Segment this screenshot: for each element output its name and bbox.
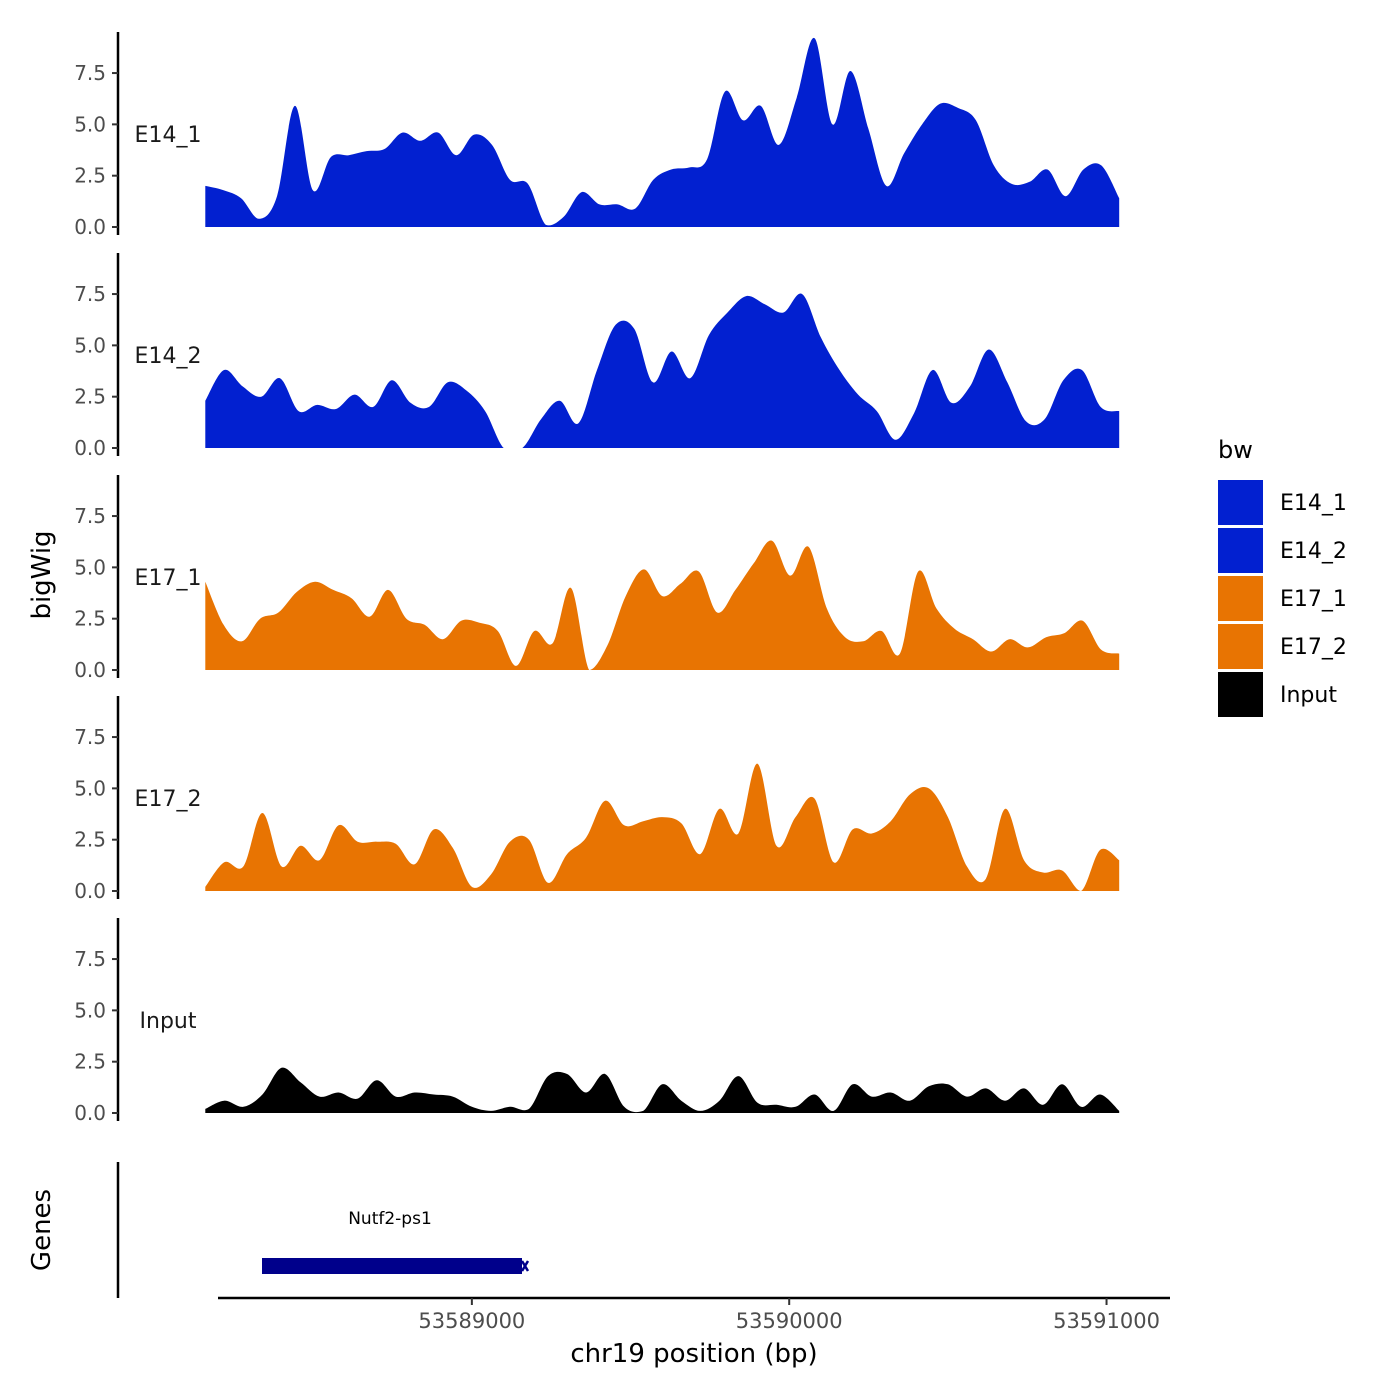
y-tick-label: 7.5: [74, 61, 106, 85]
y-tick-label: 2.5: [74, 1050, 106, 1074]
y-tick-label: 5.0: [74, 776, 106, 800]
gene-nutf2-ps1: Nutf2-ps1: [262, 1209, 530, 1274]
y-tick-label: 5.0: [74, 333, 106, 357]
gene-start-marker: [262, 1260, 267, 1272]
y-tick-label: 0.0: [74, 658, 106, 682]
genes-panel: Nutf2-ps1: [116, 1162, 530, 1298]
y-tick-label: 5.0: [74, 112, 106, 136]
track-e17-2: 0.0 2.5 5.0 7.5 E17_2: [74, 696, 1120, 903]
y-tick-label: 2.5: [74, 828, 106, 852]
x-axis-title: chr19 position (bp): [570, 1339, 817, 1369]
track-panels: 0.0 2.5 5.0 7.5 E14_1 0.0 2.5 5.0 7.5 E14_2 0.0 2.5…: [74, 32, 1120, 1125]
x-tick-label: 53590000: [736, 1309, 843, 1333]
legend-item-input: Input: [1218, 672, 1337, 717]
y-tick-label: 0.0: [74, 215, 106, 239]
y-tick-label: 2.5: [74, 607, 106, 631]
legend-item-e14-2: E14_2: [1218, 528, 1347, 573]
y-tick-label: 0.0: [74, 1101, 106, 1125]
legend-item-e17-2: E17_2: [1218, 624, 1347, 669]
legend-swatch: [1218, 480, 1263, 525]
track-label: E14_2: [135, 344, 202, 369]
x-tick-label: 53589000: [418, 1309, 525, 1333]
track-e17-1: 0.0 2.5 5.0 7.5 E17_1: [74, 475, 1120, 682]
legend-label: E17_2: [1280, 635, 1347, 660]
legend-swatch: [1218, 576, 1263, 621]
coverage-area-e17-2: [205, 763, 1120, 891]
coverage-area-input: [205, 1067, 1120, 1113]
gene-body: [262, 1258, 522, 1274]
legend: bw E14_1 E14_2 E17_1 E17_2 Input: [1218, 436, 1347, 717]
legend-title: bw: [1218, 436, 1253, 464]
x-axis: 53589000 53590000 53591000: [218, 1296, 1170, 1333]
track-label: Input: [140, 1009, 197, 1034]
y-tick-label: 0.0: [74, 436, 106, 460]
track-label: E17_1: [135, 566, 202, 591]
legend-item-e17-1: E17_1: [1218, 576, 1347, 621]
y-tick-label: 7.5: [74, 282, 106, 306]
coverage-area-e14-1: [205, 37, 1120, 228]
gene-label: Nutf2-ps1: [348, 1209, 432, 1229]
legend-label: Input: [1280, 683, 1337, 708]
y-axis-title: bigWig: [27, 530, 57, 619]
gene-end-marker: [520, 1260, 530, 1272]
y-tick-label: 5.0: [74, 555, 106, 579]
y-tick-label: 7.5: [74, 947, 106, 971]
legend-swatch: [1218, 528, 1263, 573]
track-e14-2: 0.0 2.5 5.0 7.5 E14_2: [74, 253, 1120, 460]
coverage-area-e17-1: [205, 540, 1120, 670]
legend-label: E14_2: [1280, 539, 1347, 564]
coverage-area-e14-2: [205, 293, 1120, 448]
track-label: E17_2: [135, 787, 202, 812]
y-tick-label: 2.5: [74, 164, 106, 188]
y-tick-label: 5.0: [74, 998, 106, 1022]
genes-axis-title: Genes: [27, 1189, 57, 1271]
track-input: 0.0 2.5 5.0 7.5 Input: [74, 918, 1120, 1125]
track-label: E14_1: [135, 123, 202, 148]
y-tick-label: 2.5: [74, 385, 106, 409]
legend-swatch: [1218, 672, 1263, 717]
y-tick-label: 7.5: [74, 725, 106, 749]
y-tick-label: 7.5: [74, 504, 106, 528]
x-tick-label: 53591000: [1053, 1309, 1160, 1333]
y-tick-label: 0.0: [74, 879, 106, 903]
legend-swatch: [1218, 624, 1263, 669]
legend-item-e14-1: E14_1: [1218, 480, 1347, 525]
legend-label: E14_1: [1280, 491, 1347, 516]
legend-label: E17_1: [1280, 587, 1347, 612]
track-e14-1: 0.0 2.5 5.0 7.5 E14_1: [74, 32, 1120, 239]
